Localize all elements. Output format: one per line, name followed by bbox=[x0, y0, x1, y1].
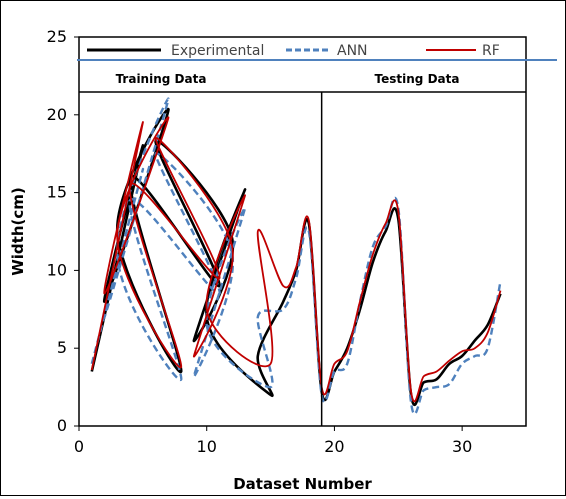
testing-data-label: Testing Data bbox=[375, 72, 460, 86]
x-tick-label: 20 bbox=[324, 437, 344, 456]
series-ann-line bbox=[90, 97, 502, 415]
series-rf-line bbox=[90, 116, 502, 403]
y-tick-label: 10 bbox=[47, 260, 67, 279]
y-axis-title: Width(cm) bbox=[9, 187, 27, 276]
series-layer bbox=[90, 97, 502, 415]
axes: 0 10 20 30 0 5 10 15 20 25 bbox=[47, 27, 473, 456]
legend-ann-label: ANN bbox=[337, 43, 368, 59]
x-axis-title: Dataset Number bbox=[233, 475, 372, 493]
legend-experimental-label: Experimental bbox=[171, 43, 264, 59]
y-tick-label: 25 bbox=[47, 27, 67, 46]
legend-rf-label: RF bbox=[482, 43, 500, 59]
legend: Experimental ANN RF bbox=[87, 43, 500, 59]
training-data-label: Training Data bbox=[116, 72, 207, 86]
y-tick-label: 15 bbox=[47, 183, 67, 202]
x-tick-label: 10 bbox=[197, 437, 217, 456]
y-tick-label: 0 bbox=[57, 416, 67, 435]
x-tick-label: 0 bbox=[74, 437, 84, 456]
x-tick-label: 30 bbox=[452, 437, 472, 456]
y-tick-label: 20 bbox=[47, 105, 67, 124]
y-tick-label: 5 bbox=[57, 338, 67, 357]
